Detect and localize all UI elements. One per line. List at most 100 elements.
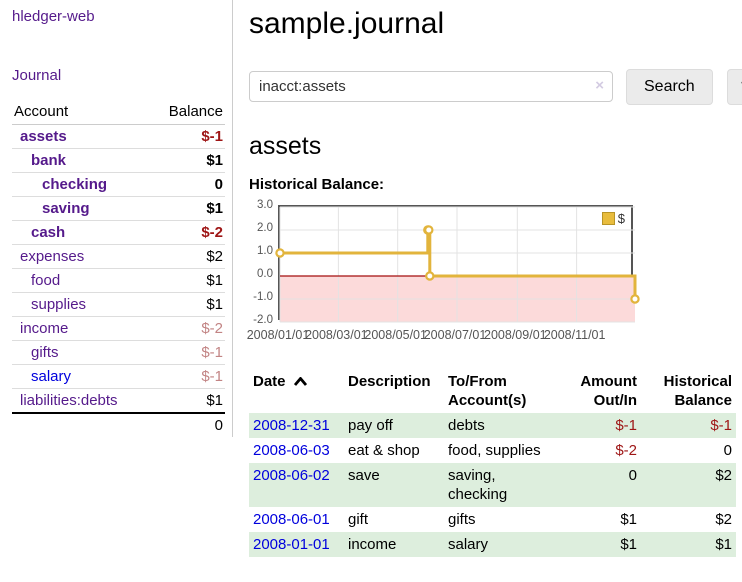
transaction-accounts-cell: salary	[448, 536, 489, 553]
account-heading: assets	[249, 132, 322, 160]
y-axis-tick-label: -1.0	[253, 291, 273, 303]
date-header-label: Date	[253, 373, 286, 390]
transaction-date-link[interactable]: 2008-12-31	[253, 417, 330, 434]
account-link[interactable]: saving	[42, 200, 90, 217]
account-row: liabilities:debts $1	[12, 388, 225, 413]
account-balance: $1	[150, 292, 225, 317]
account-balance: $1	[150, 388, 225, 413]
legend-label: $	[617, 211, 625, 226]
account-link[interactable]: expenses	[20, 248, 85, 265]
amount-column-header: Amount Out/In	[580, 373, 637, 409]
transaction-balance-cell: $1	[715, 536, 732, 553]
transaction-balance-cell: $-1	[710, 417, 732, 434]
sidebar-item-journal[interactable]: Journal	[12, 67, 62, 84]
search-input[interactable]	[249, 71, 613, 102]
account-link[interactable]: food	[31, 272, 61, 289]
transaction-description-cell: pay off	[348, 417, 393, 434]
chart-heading: Historical Balance:	[249, 176, 385, 193]
x-axis-tick-label: 2008/01/01	[246, 328, 310, 342]
account-balance: $1	[150, 268, 225, 293]
account-link[interactable]: liabilities:debts	[20, 392, 118, 409]
account-row: gifts $-1	[12, 340, 225, 365]
x-axis-tick-label: 2008/11/01	[543, 328, 606, 342]
account-balance: $-1	[150, 364, 225, 389]
account-balance: $-1	[150, 340, 225, 365]
account-balance: $1	[150, 196, 225, 221]
account-balance: $1	[150, 148, 225, 173]
x-axis-tick-label: 2008/07/01	[423, 328, 487, 342]
transaction-description-cell: eat & shop	[348, 442, 420, 459]
search-box: ×	[249, 69, 613, 102]
accounts-total-row: 0	[12, 412, 225, 437]
account-link[interactable]: salary	[31, 368, 72, 385]
account-row: food $1	[12, 268, 225, 293]
transaction-accounts-cell: food, supplies	[448, 442, 541, 459]
transaction-accounts-cell: saving, checking	[448, 467, 508, 503]
account-balance: $-1	[201, 128, 223, 145]
transaction-balance-cell: 0	[723, 442, 732, 459]
account-link[interactable]: assets	[20, 128, 67, 145]
transaction-date-cell: 2008-06-02	[249, 463, 344, 507]
transaction-date-link[interactable]: 2008-06-01	[253, 511, 330, 528]
search-button[interactable]: Search	[626, 69, 713, 105]
transaction-description-cell: gift	[348, 511, 369, 528]
clear-search-icon[interactable]: ×	[595, 77, 604, 94]
account-row: income $-2	[12, 316, 225, 341]
transaction-amount-cell: $-2	[615, 442, 637, 459]
transaction-date-cell: 2008-06-01	[249, 507, 344, 532]
app-title-link[interactable]: hledger-web	[12, 8, 95, 25]
transactions-table-body: 2008-12-31 pay off debts $-1 $-1 2008-06-03 ea…	[249, 413, 736, 557]
transaction-date-cell: 2008-01-01	[249, 532, 344, 557]
transaction-date-link[interactable]: 2008-06-02	[253, 467, 330, 484]
date-column-header[interactable]: Date	[249, 369, 344, 413]
transaction-row: 2008-06-03 eat & shop food, supplies $-2 0	[249, 438, 736, 463]
help-button[interactable]: ?	[726, 69, 742, 105]
balance-column-header: Balance	[150, 100, 225, 125]
chart-svg	[275, 206, 640, 323]
legend-swatch-icon	[601, 212, 615, 225]
transaction-date-cell: 2008-12-31	[249, 413, 344, 438]
x-axis-tick-label: 2008/05/01	[364, 328, 427, 342]
account-row: salary $-1	[12, 364, 225, 389]
transaction-row: 2008-06-01 gift gifts $1 $2	[249, 507, 736, 532]
description-column-header: Description	[348, 373, 431, 390]
transaction-date-link[interactable]: 2008-06-03	[253, 442, 330, 459]
main-content: sample.journal × Search ? assets Histori…	[233, 0, 742, 557]
x-axis-tick-label: 2008/03/01	[305, 328, 368, 342]
transaction-row: 2008-12-31 pay off debts $-1 $-1	[249, 413, 736, 438]
y-axis-tick-label: 2.0	[257, 222, 273, 234]
account-row: saving $1	[12, 196, 225, 221]
accounts-total-value: 0	[150, 412, 225, 437]
transaction-date-link[interactable]: 2008-01-01	[253, 536, 330, 553]
transaction-amount-cell: $1	[620, 536, 637, 553]
transaction-amount-cell: 0	[628, 467, 637, 484]
transaction-description-cell: income	[348, 536, 397, 553]
transaction-accounts-cell: debts	[448, 417, 485, 434]
page-title: sample.journal	[249, 7, 445, 40]
account-row: supplies $1	[12, 292, 225, 317]
y-axis-tick-label: 1.0	[257, 245, 273, 257]
transaction-balance-cell: $2	[715, 467, 732, 484]
account-link[interactable]: income	[20, 320, 69, 337]
page: hledger-web Journal Account Balance asse…	[0, 0, 742, 557]
account-row: checking 0	[12, 172, 225, 197]
sidebar: hledger-web Journal Account Balance asse…	[0, 0, 233, 437]
account-link[interactable]: checking	[42, 176, 108, 193]
account-row: bank $1	[12, 148, 225, 173]
account-link[interactable]: bank	[31, 152, 67, 169]
account-link[interactable]: gifts	[31, 344, 59, 361]
account-row: assets $-1	[12, 125, 225, 149]
transaction-accounts-cell: gifts	[448, 511, 476, 528]
account-balance: 0	[150, 172, 225, 197]
account-row: expenses $2	[12, 244, 225, 269]
account-link[interactable]: cash	[31, 224, 66, 241]
account-balance: $-2	[150, 220, 225, 245]
transaction-amount-cell: $1	[620, 511, 637, 528]
account-balance-table: Account Balance assets $-1 bank $1 checking 0…	[12, 100, 225, 437]
sort-ascending-icon	[293, 377, 307, 386]
account-column-header: Account	[12, 100, 151, 125]
transactions-table: Date Description To/From Account(s) Amou…	[249, 369, 736, 557]
account-balance: $2	[150, 244, 225, 269]
y-axis-tick-label: 0.0	[257, 268, 273, 280]
account-link[interactable]: supplies	[31, 296, 87, 313]
